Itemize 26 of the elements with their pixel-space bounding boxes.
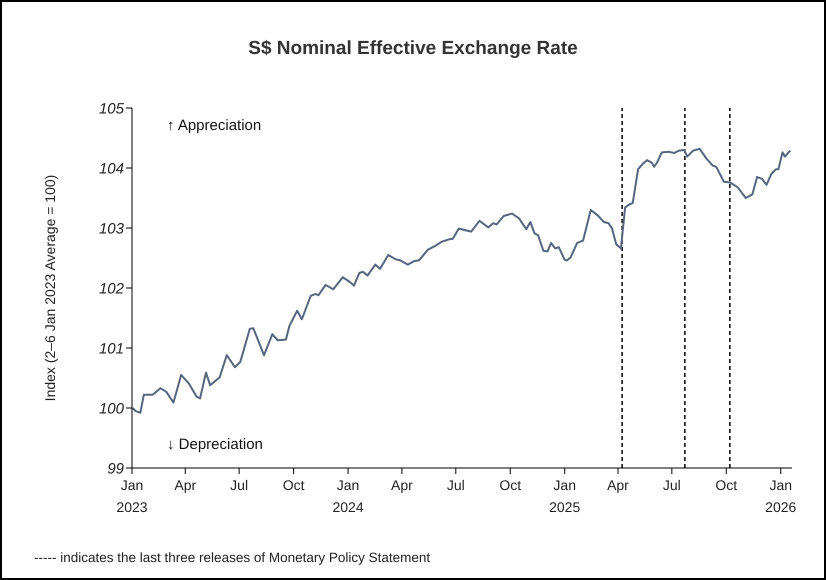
y-tick-label: 103 <box>98 220 125 238</box>
x-tick-label: Oct <box>715 477 738 493</box>
x-tick-label: Oct <box>499 477 522 493</box>
y-axis-title: Index (2–6 Jan 2023 Average = 100) <box>42 174 58 402</box>
text: ----- indicates the last three releases of Monetary Policy Statement <box>34 550 430 565</box>
x-tick-label: Apr <box>174 477 196 493</box>
x-tick-label: Apr <box>391 477 414 493</box>
annotation: ↑ Appreciation <box>167 117 262 134</box>
annotation: ↓ Depreciation <box>167 436 263 453</box>
x-tick-label: Jan 2026 <box>765 477 797 515</box>
x-tick-label: Apr <box>607 477 630 493</box>
x-tick-label: Jul <box>230 477 248 493</box>
y-tick-label: 100 <box>98 400 125 418</box>
y-tick-label: 104 <box>98 160 124 178</box>
x-tick-label: Jan 2024 <box>332 477 364 515</box>
x-tick-label: Jul <box>446 477 465 493</box>
y-tick-label: 105 <box>98 100 125 118</box>
line-series <box>132 148 792 414</box>
x-tick-label: Jul <box>662 477 681 493</box>
y-tick-label: 99 <box>107 460 125 478</box>
y-tick-label: 102 <box>98 280 125 298</box>
y-tick-label: 101 <box>98 340 124 358</box>
x-tick-label: Jan 2025 <box>549 477 580 515</box>
chart-title: S$ Nominal Effective Exchange Rate <box>247 38 579 60</box>
x-tick-label: Jan 2023 <box>116 477 148 515</box>
x-tick-label: Oct <box>282 477 305 493</box>
